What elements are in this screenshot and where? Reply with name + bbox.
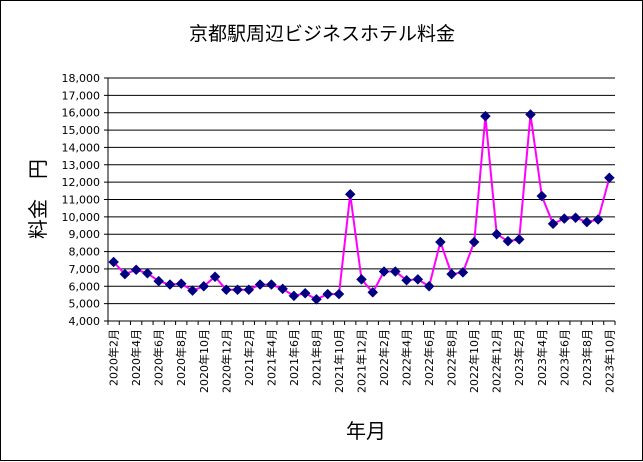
x-tick-label: 2023年4月 [535, 329, 549, 386]
data-point [468, 236, 480, 248]
data-point [311, 293, 322, 305]
y-tick-label: 15,000 [62, 124, 101, 137]
y-tick-label: 13,000 [62, 159, 101, 172]
x-tick-label: 2020年12月 [219, 329, 233, 393]
x-tick-label: 2021年4月 [264, 329, 278, 386]
data-point [344, 188, 356, 200]
data-point [232, 284, 243, 296]
x-tick-label: 2020年2月 [107, 329, 121, 386]
x-tick-label: 2022年10月 [467, 329, 481, 393]
y-tick-label: 9,000 [69, 228, 101, 241]
chart-title: 京都駅周辺ビジネスホテル料金 [189, 23, 455, 45]
data-point [457, 267, 469, 278]
y-tick-label: 17,000 [62, 89, 101, 102]
data-point [130, 264, 142, 276]
y-tick-label: 5,000 [69, 298, 101, 311]
data-point [288, 290, 300, 302]
data-point [570, 212, 581, 224]
y-tick-label: 7,000 [69, 263, 101, 276]
data-point [446, 268, 457, 280]
x-tick-label: 2022年12月 [490, 329, 504, 393]
data-point [299, 287, 311, 299]
x-tick-label: 2021年12月 [355, 329, 369, 393]
data-point [592, 214, 604, 225]
data-point [491, 228, 503, 240]
data-point [423, 280, 435, 292]
x-tick-label: 2022年2月 [377, 329, 391, 386]
x-tick-label: 2023年10月 [602, 329, 616, 393]
data-point [525, 109, 536, 120]
y-tick-label: 4,000 [69, 315, 101, 328]
data-point [198, 280, 210, 292]
y-tick-label: 16,000 [62, 107, 101, 120]
data-point [187, 285, 198, 296]
data-series [108, 109, 615, 305]
x-tick-label: 2020年8月 [174, 329, 188, 386]
data-point [378, 266, 390, 277]
y-tick-labels: 4,000 5,000 6,000 7,000 8,000 9,000 10,000 11,0… [62, 72, 101, 328]
data-point [153, 275, 165, 287]
x-tick-label: 2021年2月 [242, 329, 256, 386]
data-point [401, 274, 412, 286]
x-tick-label: 2021年8月 [309, 329, 323, 386]
x-tick-label: 2020年6月 [152, 329, 166, 386]
data-point [536, 190, 548, 202]
x-tick-label: 2020年4月 [129, 329, 143, 386]
y-tick-label: 12,000 [62, 176, 101, 189]
x-tick-label: 2022年6月 [422, 329, 436, 386]
x-tick-label: 2023年2月 [512, 329, 526, 386]
data-point [164, 279, 176, 290]
series-line [112, 114, 611, 301]
y-tick-label: 14,000 [62, 141, 101, 154]
y-tick-label: 11,000 [62, 194, 101, 207]
data-point [356, 273, 367, 285]
y-tick-label: 6,000 [69, 280, 101, 293]
x-tick-label: 2022年4月 [400, 329, 414, 386]
x-axis-label: 年月 [346, 419, 386, 443]
data-point [209, 271, 221, 283]
x-tick-label: 2020年10月 [197, 329, 211, 393]
data-point [604, 172, 615, 184]
x-tick-label: 2023年8月 [580, 329, 594, 386]
data-point [435, 236, 446, 248]
data-point [266, 279, 277, 290]
x-tick-label: 2023年6月 [557, 329, 571, 386]
data-point [277, 283, 288, 295]
data-point [513, 234, 525, 245]
data-point [322, 288, 334, 300]
x-tick-label: 2021年6月 [287, 329, 301, 386]
x-tick-label: 2021年10月 [332, 329, 346, 393]
y-tick-label: 10,000 [62, 211, 101, 224]
data-point [558, 213, 570, 224]
data-point [333, 288, 345, 300]
data-point [243, 284, 255, 296]
data-point [108, 256, 119, 268]
data-point [581, 216, 593, 228]
data-point [367, 287, 379, 298]
data-point [480, 110, 491, 122]
data-point [175, 278, 187, 290]
data-point [142, 267, 153, 279]
data-point [220, 284, 232, 296]
y-axis-label: 料金 円 [26, 159, 50, 239]
data-point [502, 235, 514, 247]
y-tick-label: 8,000 [69, 246, 101, 259]
data-point [254, 279, 266, 290]
data-point [547, 218, 559, 230]
data-point [119, 268, 131, 280]
x-tick-labels: 2020年2月 2020年4月 2020年6月 2020年8月 2020年10月 2020… [107, 329, 617, 393]
x-tick-label: 2022年8月 [445, 329, 459, 386]
y-tick-label: 18,000 [62, 72, 101, 85]
data-point [412, 273, 424, 285]
axes [104, 77, 616, 325]
data-point [389, 266, 401, 277]
